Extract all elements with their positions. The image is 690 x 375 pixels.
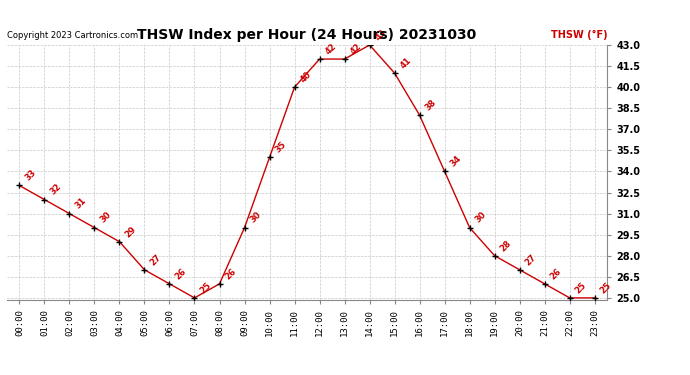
Text: 41: 41 — [399, 56, 413, 70]
Text: 35: 35 — [274, 140, 288, 154]
Text: 42: 42 — [348, 42, 364, 56]
Text: 40: 40 — [299, 70, 313, 84]
Text: 38: 38 — [424, 98, 438, 112]
Text: 43: 43 — [374, 28, 388, 42]
Text: 34: 34 — [448, 154, 464, 169]
Text: 29: 29 — [124, 224, 138, 239]
Text: 26: 26 — [224, 266, 238, 281]
Text: 25: 25 — [599, 280, 613, 295]
Text: 30: 30 — [99, 210, 113, 225]
Text: 30: 30 — [474, 210, 489, 225]
Text: 25: 25 — [199, 280, 213, 295]
Text: 33: 33 — [23, 168, 38, 183]
Text: 28: 28 — [499, 238, 513, 253]
Text: 42: 42 — [324, 42, 338, 56]
Text: 26: 26 — [174, 266, 188, 281]
Text: 32: 32 — [48, 182, 63, 197]
Text: 27: 27 — [524, 252, 538, 267]
Text: 30: 30 — [248, 210, 263, 225]
Text: 25: 25 — [574, 280, 589, 295]
Text: THSW (°F): THSW (°F) — [551, 30, 607, 40]
Text: 27: 27 — [148, 252, 164, 267]
Text: 26: 26 — [549, 266, 564, 281]
Text: Copyright 2023 Cartronics.com: Copyright 2023 Cartronics.com — [7, 31, 138, 40]
Title: THSW Index per Hour (24 Hours) 20231030: THSW Index per Hour (24 Hours) 20231030 — [137, 28, 477, 42]
Text: 31: 31 — [74, 196, 88, 211]
